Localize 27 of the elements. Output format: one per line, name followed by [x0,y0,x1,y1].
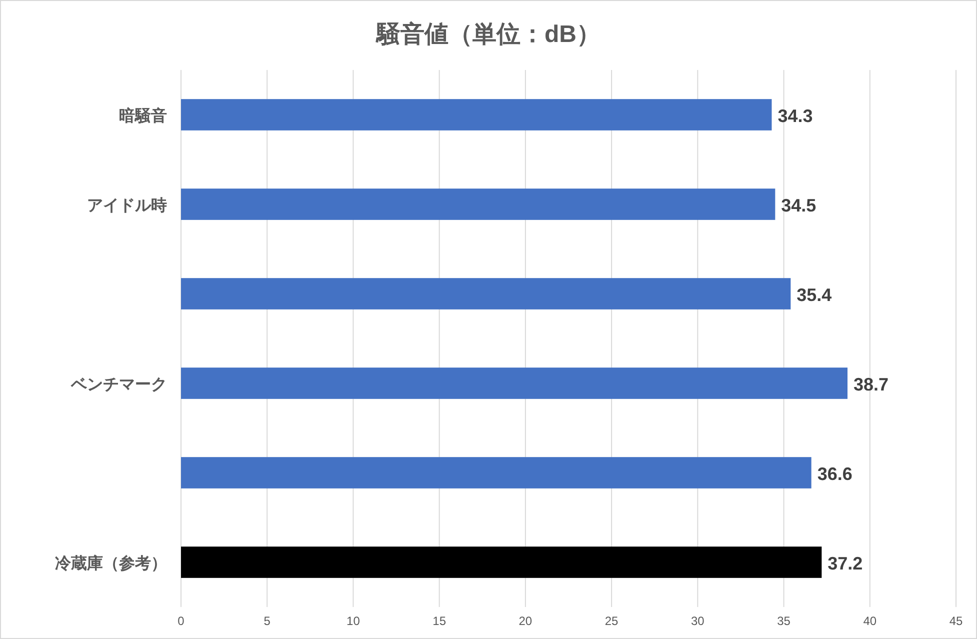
data-label: 37.2 [828,553,863,574]
x-tick-label: 10 [346,614,360,628]
x-tick-label: 5 [264,614,271,628]
bar [181,99,772,130]
data-label: 34.3 [778,106,813,126]
y-tick-label: 冷蔵庫（参考） [55,553,167,572]
bar [181,546,822,578]
x-tick-label: 40 [863,614,877,628]
bar [181,457,812,488]
chart-title: 騒音値（単位：dB） [376,21,600,48]
y-tick-label: アイドル時 [87,196,167,214]
data-label: 34.5 [781,195,816,216]
x-tick-label: 35 [777,614,791,628]
y-tick-label: 暗騒音 [119,106,167,125]
bar [181,278,791,310]
x-tick-label: 0 [178,614,185,628]
data-label: 35.4 [796,284,832,305]
x-tick-label: 25 [604,614,619,628]
bar [181,188,776,220]
x-tick-label: 45 [949,614,963,628]
y-tick-label: ベンチマーク [70,376,167,394]
data-label: 38.7 [854,374,889,394]
data-label: 36.6 [817,464,852,484]
x-tick-label: 15 [432,614,446,628]
x-tick-label: 20 [518,614,532,628]
bar [181,368,848,399]
x-tick-label: 30 [690,614,705,628]
